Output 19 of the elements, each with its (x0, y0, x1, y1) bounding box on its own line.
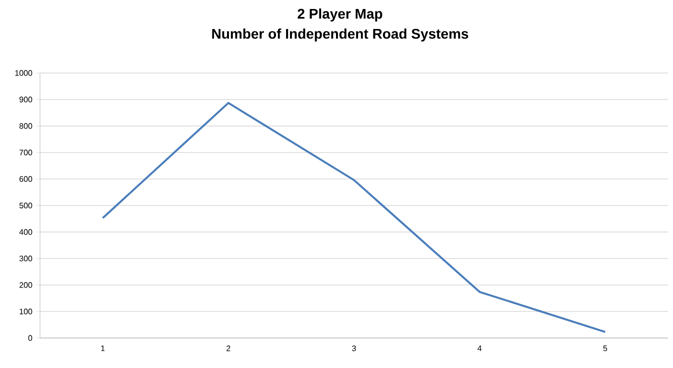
x-tick-label: 4 (478, 346, 482, 352)
x-tick-label: 2 (226, 346, 230, 352)
x-tick-label: 5 (603, 346, 608, 352)
y-tick-label: 1000 (15, 70, 32, 76)
y-tick-label: 100 (20, 308, 32, 314)
y-tick-label: 700 (20, 150, 32, 156)
y-tick-label: 600 (20, 176, 32, 182)
x-tick-label: 1 (101, 346, 105, 352)
y-tick-label: 0 (28, 335, 32, 341)
y-tick-label: 300 (19, 256, 32, 262)
y-tick-label: 400 (19, 229, 32, 235)
y-tick-label: 500 (19, 202, 32, 208)
x-tick-label: 3 (352, 346, 356, 352)
chart-title: 2 Player Map (298, 8, 382, 22)
line-series (102, 102, 606, 333)
y-tick-label: 800 (19, 123, 32, 129)
y-tick-label: 200 (20, 282, 32, 288)
chart-subtitle: Number of Independent Road Systems (212, 28, 468, 42)
y-tick-label: 900 (19, 96, 32, 102)
